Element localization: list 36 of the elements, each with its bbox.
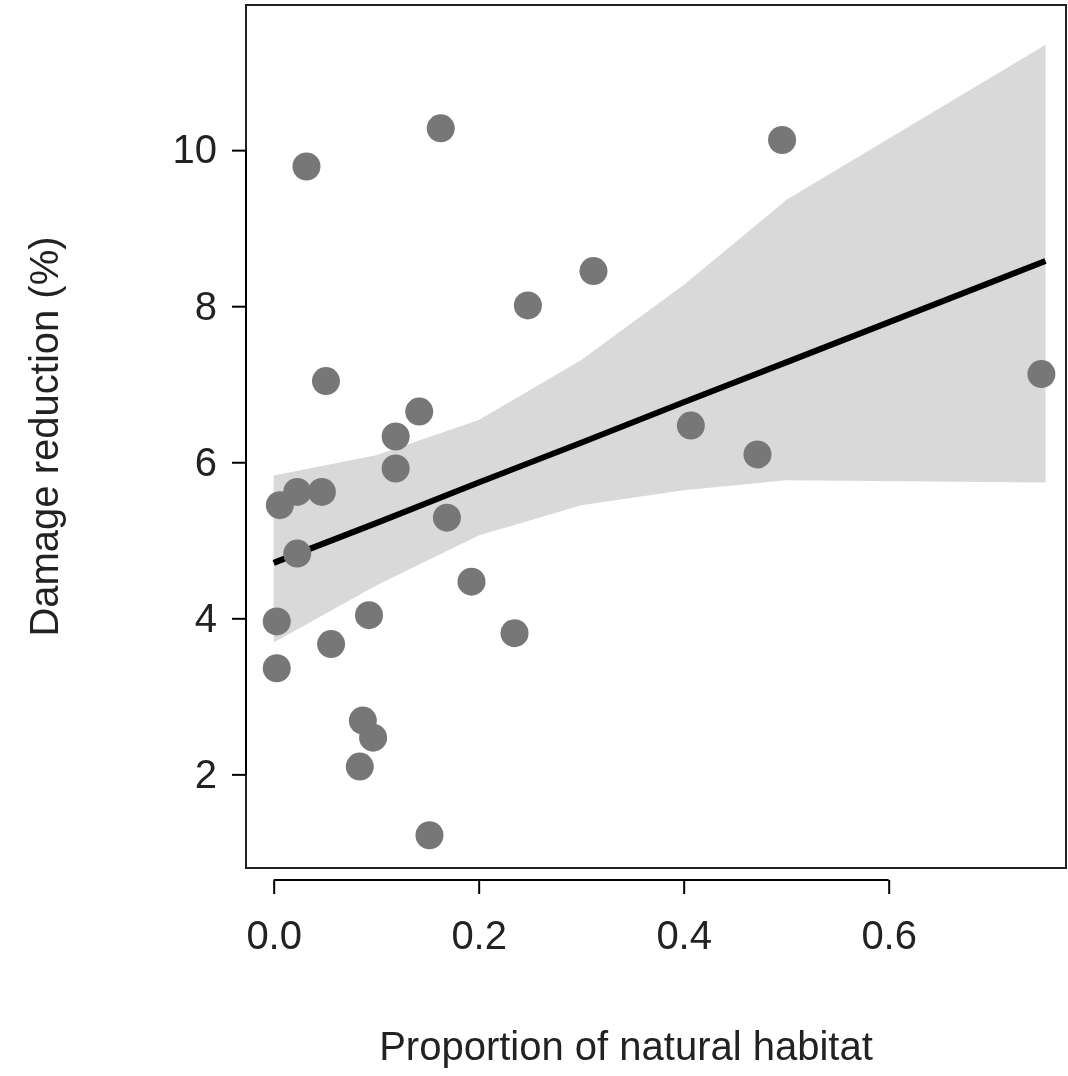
point	[355, 601, 383, 630]
point	[283, 477, 312, 506]
y-tick-label: 2	[194, 751, 217, 796]
point	[415, 821, 444, 850]
point	[359, 723, 388, 752]
y-axis-title: Damage reduction (%)	[22, 236, 66, 637]
point	[513, 291, 542, 320]
point	[317, 630, 346, 659]
x-tick-label: 0.0	[246, 913, 302, 957]
point	[432, 503, 461, 532]
point	[283, 539, 312, 568]
x-tick-label: 0.2	[451, 913, 507, 957]
point	[292, 152, 321, 181]
point	[1027, 360, 1056, 389]
y-tick-label: 4	[194, 595, 217, 640]
y-tick-label: 6	[194, 439, 217, 484]
point	[345, 752, 374, 781]
point	[381, 454, 410, 483]
point	[262, 654, 291, 683]
x-tick-label: 0.6	[861, 913, 917, 957]
point	[579, 257, 608, 286]
point	[676, 411, 705, 440]
point	[457, 567, 486, 596]
point	[743, 440, 772, 469]
x-tick-label: 0.4	[656, 913, 712, 957]
x-axis-title: Proportion of natural habitat	[379, 1024, 873, 1068]
point	[262, 607, 291, 636]
point	[768, 126, 797, 154]
point	[381, 422, 410, 451]
point	[405, 397, 434, 426]
point	[311, 367, 340, 396]
point	[426, 114, 455, 143]
point	[500, 619, 529, 648]
point	[307, 477, 336, 506]
y-tick-label: 10	[172, 127, 217, 172]
y-tick-label: 8	[194, 283, 217, 328]
